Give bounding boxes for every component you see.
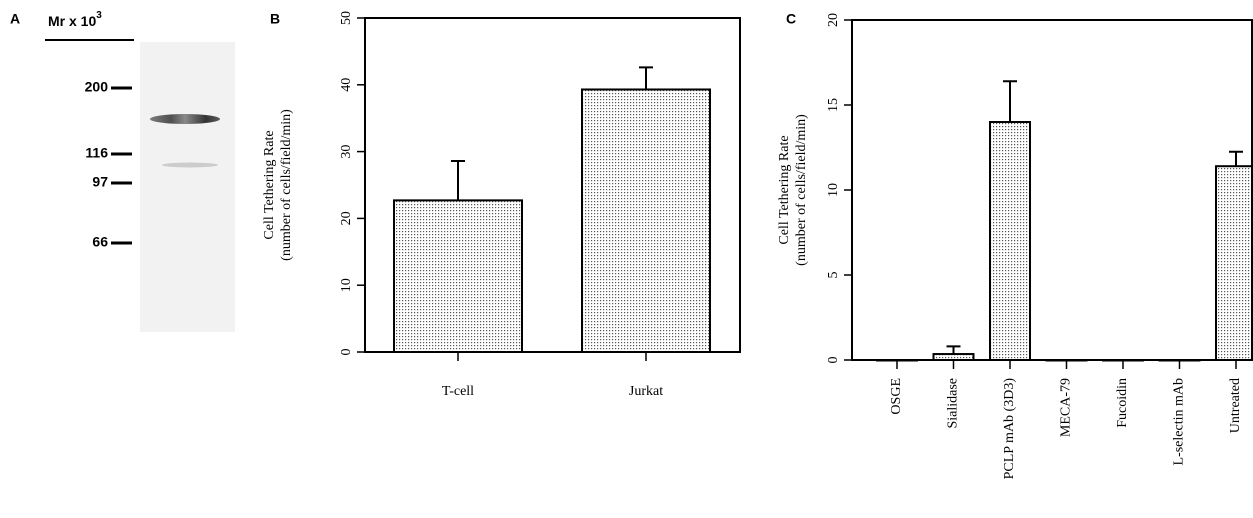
error-bar xyxy=(947,346,961,354)
figure: A Mr x 103 2001169766BCell Tethering Rat… xyxy=(0,0,1253,518)
y-axis-label: Cell Tethering Rate xyxy=(777,135,792,244)
x-tick-label: PCLP mAb (3D3) xyxy=(1002,378,1017,480)
y-axis-label: (number of cells/field/min) xyxy=(794,114,809,266)
y-axis-label: Cell Tethering Rate xyxy=(262,130,277,239)
bar xyxy=(1216,166,1253,360)
x-tick-label: Jurkat xyxy=(629,384,663,399)
x-tick-label: Sialidase xyxy=(946,378,961,429)
error-bar xyxy=(639,67,653,89)
y-tick-label: 0 xyxy=(826,357,841,364)
x-tick-label: MECA-79 xyxy=(1059,378,1074,437)
panel-label: C xyxy=(786,11,796,27)
blot-panel: A Mr x 103 xyxy=(10,10,235,332)
blot-header: Mr x 103 xyxy=(48,10,102,29)
x-tick-label: T-cell xyxy=(442,384,474,399)
plot-frame xyxy=(852,20,1252,360)
x-tick-label: Fucoidin xyxy=(1115,378,1130,428)
header-sup: 3 xyxy=(96,10,102,21)
y-tick-label: 5 xyxy=(826,272,841,279)
bar xyxy=(990,122,1030,360)
blot-image xyxy=(140,42,235,332)
y-tick-label: 50 xyxy=(339,11,354,25)
y-tick-label: 10 xyxy=(339,278,354,292)
y-tick-label: 30 xyxy=(339,145,354,159)
y-tick-label: 15 xyxy=(826,98,841,112)
blot-band-faint xyxy=(162,163,218,168)
y-tick-label: 0 xyxy=(339,349,354,356)
blot-band xyxy=(150,114,220,124)
bar xyxy=(582,89,710,352)
x-tick-label: L-selectin mAb xyxy=(1172,378,1187,465)
marker-label: 116 xyxy=(85,145,108,161)
x-tick-label: OSGE xyxy=(889,378,904,415)
panel-label: B xyxy=(270,11,280,27)
y-tick-label: 20 xyxy=(339,211,354,225)
y-tick-label: 10 xyxy=(826,183,841,197)
panel-label: A xyxy=(10,11,20,27)
x-tick-label: Untreated xyxy=(1228,378,1243,433)
marker-label: 97 xyxy=(92,174,108,190)
error-bar xyxy=(1003,81,1017,122)
y-tick-label: 20 xyxy=(826,13,841,27)
header-text: Mr x 10 xyxy=(48,13,96,29)
y-tick-label: 40 xyxy=(339,78,354,92)
bar xyxy=(394,200,522,352)
marker-label: 200 xyxy=(85,79,109,95)
marker-label: 66 xyxy=(92,234,108,250)
y-axis-label: (number of cells/field/min) xyxy=(279,109,294,261)
error-bar xyxy=(451,161,465,200)
error-bar xyxy=(1229,152,1243,166)
